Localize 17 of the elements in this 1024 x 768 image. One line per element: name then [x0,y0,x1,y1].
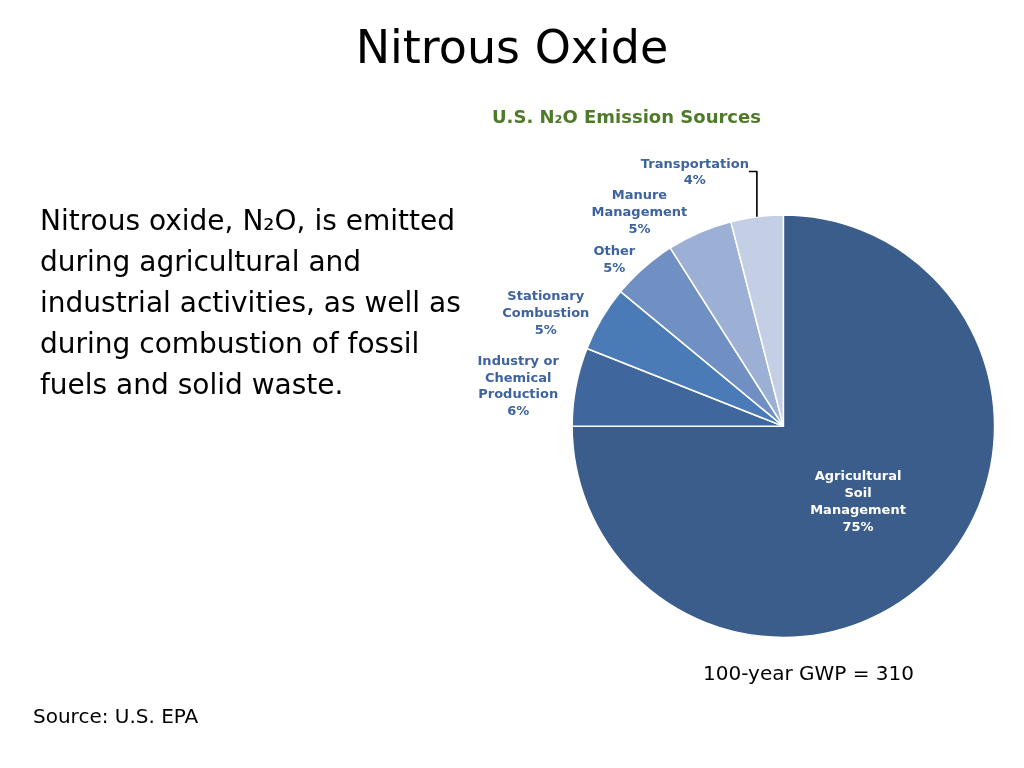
slice-label: Other [593,242,636,258]
data-label: 5% [603,259,626,275]
data-label: 5% [628,221,651,237]
chart-title: Nitrous Oxide [355,19,669,74]
slice-label: Industry or Chemical Production [477,352,560,402]
data-label: 75% [842,518,874,534]
slice-label: Agricultural Soil Management [810,468,906,517]
data-label: 4% [683,172,706,188]
data-label: 6% [507,403,530,419]
slice-label: Stationary Combustion [502,288,590,320]
slice-label: Manure Management [591,187,688,220]
text: 100-year GWP = 310 [703,661,914,685]
text: Nitrous oxide, N₂O, is emitted during agricultural and industrial activities, as well as during combustion of fossil fuels and solid waste. [40,204,461,401]
data-label: 5% [534,321,557,337]
source-note: Source: U.S. EPA [33,704,199,728]
chart-subtitle: U.S. N₂O Emission Sources [492,106,761,127]
slice-label: Transportation [640,155,749,171]
